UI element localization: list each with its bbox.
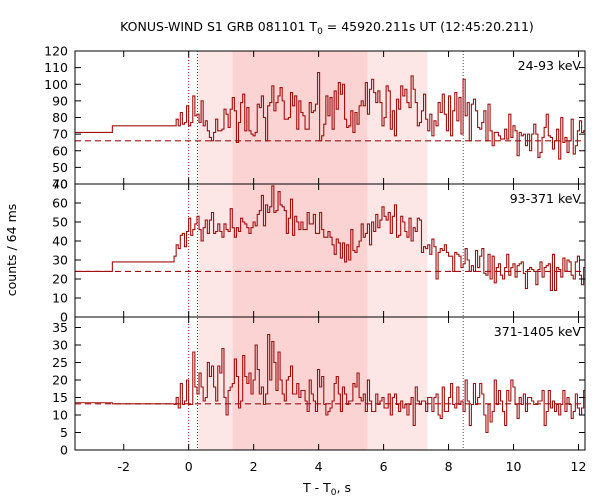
x-tick-label: 12 [571, 459, 587, 474]
y-tick-label: 50 [52, 160, 68, 175]
y-tick-label: 60 [52, 196, 68, 211]
series-line-0 [75, 72, 585, 160]
y-tick-label: 90 [52, 93, 68, 108]
series-line-2 [75, 333, 585, 434]
panel-frame [74, 316, 586, 451]
series-line-1 [75, 185, 585, 291]
y-tick-label: 30 [52, 338, 68, 353]
y-tick-label: 40 [52, 234, 68, 249]
x-tick-label: 4 [315, 459, 323, 474]
x-tick-label: 6 [380, 459, 388, 474]
series-layer [75, 72, 585, 434]
y-axis-title: counts / 64 ms [4, 204, 19, 297]
y-tick-label: 70 [52, 127, 68, 142]
y-tick-label: 0 [60, 443, 68, 458]
y-tick-label: 10 [52, 291, 68, 306]
x-axis-title: T - T0, s [302, 480, 351, 498]
y-tick-label: 25 [52, 355, 68, 370]
y-tick-label: 20 [52, 373, 68, 388]
y-tick-label: 60 [52, 143, 68, 158]
y-tick-label: 10 [52, 408, 68, 423]
x-tick-label: 0 [185, 459, 193, 474]
band-label: 371-1405 keV [494, 324, 582, 339]
x-tick-label: 10 [506, 459, 522, 474]
x-tick-label: 8 [445, 459, 453, 474]
y-tick-label: 35 [52, 320, 68, 335]
y-tick-label: 30 [52, 253, 68, 268]
y-tick-label: 40 [52, 177, 68, 192]
chart-title: KONUS-WIND S1 GRB 081101 T0 = 45920.211s… [120, 19, 534, 37]
band-label: 93-371 keV [510, 191, 582, 206]
y-tick-label: 50 [52, 215, 68, 230]
y-tick-label: 120 [44, 44, 68, 59]
y-tick-label: 5 [60, 425, 68, 440]
y-tick-label: 110 [44, 60, 68, 75]
tick-layer [75, 50, 585, 451]
y-tick-label: 100 [44, 77, 68, 92]
y-tick-label: 80 [52, 110, 68, 125]
x-tick-label: 2 [250, 459, 258, 474]
y-tick-label: 0 [60, 310, 68, 325]
y-tick-label: 15 [52, 390, 68, 405]
x-tick-label: -2 [117, 459, 129, 474]
y-tick-label: 20 [52, 272, 68, 287]
y-tick-label: 70 [52, 177, 68, 192]
band-label: 24-93 keV [518, 58, 582, 73]
